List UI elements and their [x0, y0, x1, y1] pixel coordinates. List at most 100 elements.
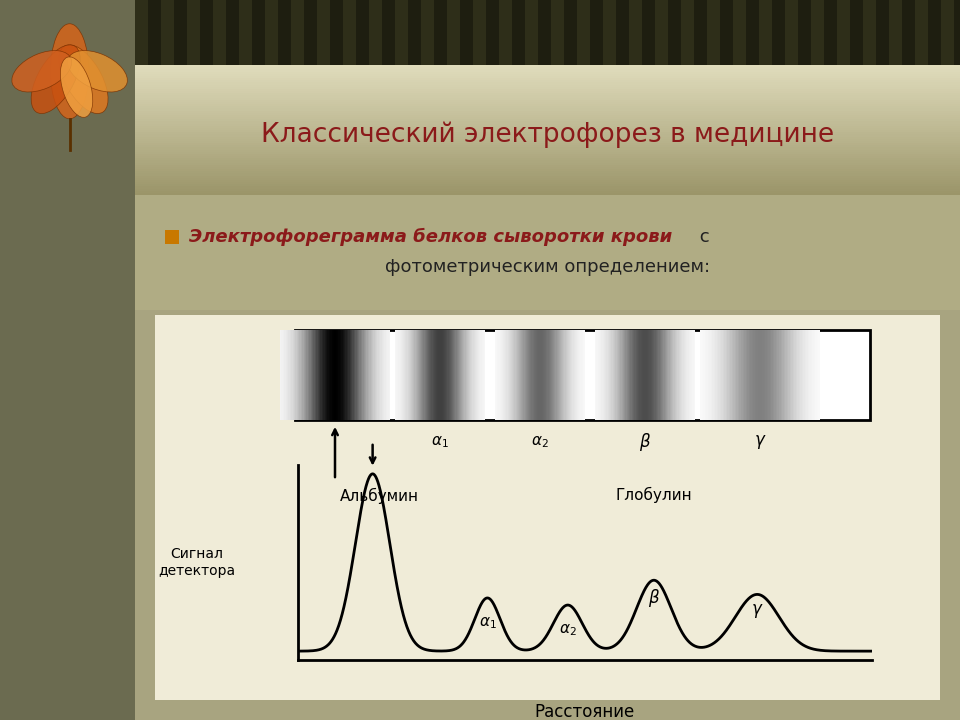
Bar [294, 330, 296, 420]
Bar [638, 330, 639, 420]
Bar [671, 330, 672, 420]
Bar [135, 165, 960, 168]
Bar [439, 330, 440, 420]
Bar [372, 330, 373, 420]
Bar [806, 330, 808, 420]
Bar [720, 330, 721, 420]
Bar [738, 330, 739, 420]
Bar [553, 330, 554, 420]
Bar [466, 330, 467, 420]
Bar [686, 330, 687, 420]
Bar [384, 330, 386, 420]
Bar [675, 330, 676, 420]
Bar [742, 330, 744, 420]
Bar [470, 330, 471, 420]
Bar [790, 330, 791, 420]
Bar [135, 122, 960, 125]
Bar [427, 330, 428, 420]
Bar [760, 330, 762, 420]
Bar [534, 330, 535, 420]
Bar [793, 330, 794, 420]
Bar [322, 330, 324, 420]
Bar [312, 330, 313, 420]
Bar [757, 330, 759, 420]
Bar [343, 0, 356, 65]
Bar [599, 330, 600, 420]
Bar [744, 330, 746, 420]
Bar [299, 330, 300, 420]
Bar [467, 330, 468, 420]
Bar [705, 330, 706, 420]
Bar [572, 330, 574, 420]
Bar [556, 330, 557, 420]
Bar [605, 330, 607, 420]
Bar [457, 330, 458, 420]
Bar [776, 330, 778, 420]
Bar [600, 330, 601, 420]
Bar [688, 330, 690, 420]
Bar [703, 330, 705, 420]
Bar [614, 330, 615, 420]
Bar [532, 330, 533, 420]
Bar [561, 330, 563, 420]
Bar [424, 330, 425, 420]
Bar [644, 330, 646, 420]
Bar [302, 330, 303, 420]
Bar [383, 330, 384, 420]
Bar [575, 330, 576, 420]
Bar [135, 163, 960, 166]
Bar [631, 330, 632, 420]
Bar [657, 330, 659, 420]
Bar [135, 143, 960, 146]
Bar [625, 330, 627, 420]
Bar [497, 330, 498, 420]
Bar [483, 330, 484, 420]
Bar [797, 330, 799, 420]
Bar [447, 330, 448, 420]
Bar [837, 0, 850, 65]
Bar [717, 330, 718, 420]
Bar [421, 0, 434, 65]
Bar [161, 0, 174, 65]
Bar [374, 330, 376, 420]
Bar [690, 330, 691, 420]
Bar [365, 330, 367, 420]
Bar [524, 330, 526, 420]
Bar [607, 330, 608, 420]
Bar [445, 330, 446, 420]
Bar [684, 330, 686, 420]
Bar [554, 330, 556, 420]
Bar [447, 0, 460, 65]
Bar [710, 330, 712, 420]
Bar [505, 330, 506, 420]
Bar [296, 330, 297, 420]
Bar [670, 330, 671, 420]
Bar [364, 330, 365, 420]
Bar [340, 330, 341, 420]
Bar [239, 0, 252, 65]
Bar [616, 330, 618, 420]
Bar [655, 0, 668, 65]
Bar [379, 330, 380, 420]
Bar [506, 330, 508, 420]
Bar [595, 330, 596, 420]
Bar [559, 330, 560, 420]
Bar [135, 154, 960, 157]
Bar [440, 330, 441, 420]
Bar [579, 330, 581, 420]
Bar [659, 330, 660, 420]
Bar [135, 99, 960, 103]
Bar [373, 330, 374, 420]
Bar [400, 330, 402, 420]
Bar [628, 330, 629, 420]
Bar [328, 330, 330, 420]
Bar [285, 330, 287, 420]
Bar [570, 330, 571, 420]
Bar [811, 0, 824, 65]
Bar [762, 330, 764, 420]
Bar [484, 330, 485, 420]
Bar [290, 330, 291, 420]
Bar [135, 84, 960, 88]
Bar [651, 330, 652, 420]
Bar [779, 330, 780, 420]
